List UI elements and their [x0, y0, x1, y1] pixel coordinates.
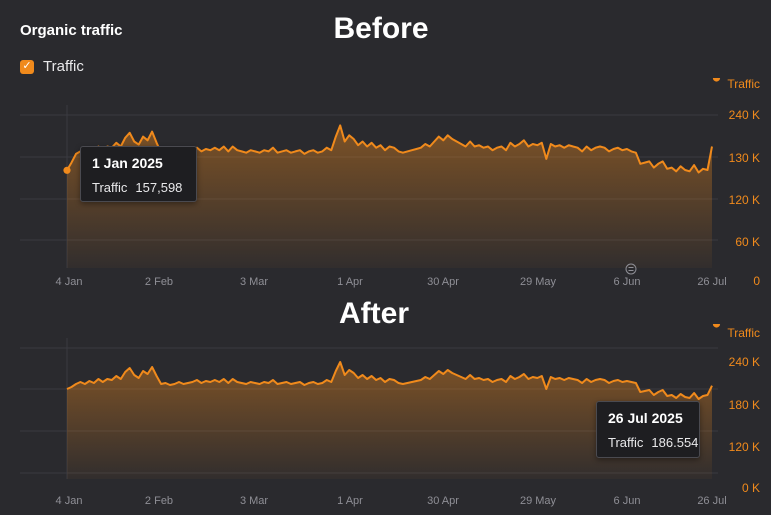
after-tooltip: 26 Jul 2025 Traffic 186.554: [596, 401, 700, 458]
x-tick-label: 6 Jun: [614, 276, 641, 288]
y-tick-label: 120 K: [729, 193, 760, 207]
after-chart[interactable]: Traffic 240 K 180 K 120 K 0 K 4 Jan 2 Feb 3 Mar…: [0, 324, 771, 508]
x-tick-label: 4 Jan: [56, 276, 83, 288]
x-tick-label: 1 Apr: [337, 276, 363, 288]
y-tick-label: 130 K: [729, 151, 760, 165]
chart-title: Organic traffic: [20, 22, 123, 39]
data-point-marker[interactable]: [712, 324, 721, 328]
y-tick-label: 180 K: [729, 398, 760, 412]
legend-label: Traffic: [43, 58, 84, 75]
tooltip-label: Traffic: [608, 435, 644, 450]
x-tick-label: 2 Feb: [145, 495, 173, 507]
y-tick-label: 120 K: [729, 440, 760, 454]
x-tick-label: 4 Jan: [56, 495, 83, 507]
data-point-marker[interactable]: [712, 78, 721, 82]
tooltip-label: Traffic: [92, 180, 128, 195]
legend[interactable]: ✓ Traffic: [20, 58, 84, 75]
traffic-checkbox[interactable]: ✓: [20, 59, 34, 74]
x-tick-label: 1 Apr: [337, 495, 363, 507]
y-tick-label: 60 K: [735, 235, 760, 249]
before-label: Before: [333, 12, 429, 45]
y-tick-label: 0 K: [742, 481, 760, 495]
scroll-handle-icon[interactable]: [625, 263, 637, 275]
x-tick-label: 30 Apr: [427, 276, 459, 288]
x-tick-label: 2 Feb: [145, 276, 173, 288]
tooltip-date: 26 Jul 2025: [608, 410, 683, 426]
y-axis-title: Traffic: [727, 326, 760, 340]
data-point-marker[interactable]: [63, 166, 71, 174]
series-area: [67, 125, 712, 269]
y-axis-title: Traffic: [727, 78, 760, 91]
x-tick-label: 29 May: [520, 276, 557, 288]
tooltip-value: 157,598: [135, 180, 183, 195]
tooltip-row: Traffic 157,598: [92, 180, 185, 195]
x-tick-label: 3 Mar: [240, 276, 268, 288]
y-tick-label: 240 K: [729, 355, 760, 369]
after-label: After: [338, 297, 410, 330]
y-tick-label: 240 K: [729, 108, 760, 122]
x-tick-label: 6 Jun: [614, 495, 641, 507]
x-tick-label: 26 Jul: [697, 495, 726, 507]
series-area: [67, 362, 712, 479]
series-line[interactable]: [66, 361, 713, 400]
x-tick-label: 3 Mar: [240, 495, 268, 507]
x-tick-label: 26 Jul: [697, 276, 726, 288]
tooltip-row: Traffic 186.554: [608, 435, 698, 450]
tooltip-value: 186.554: [651, 435, 699, 450]
x-tick-label: 30 Apr: [427, 495, 459, 507]
checkmark-icon: ✓: [22, 60, 32, 72]
before-tooltip: 1 Jan 2025 Traffic 157,598: [80, 146, 197, 202]
tooltip-date: 1 Jan 2025: [92, 155, 163, 171]
x-tick-label: 29 May: [520, 495, 557, 507]
y-tick-label: 0: [753, 274, 760, 288]
